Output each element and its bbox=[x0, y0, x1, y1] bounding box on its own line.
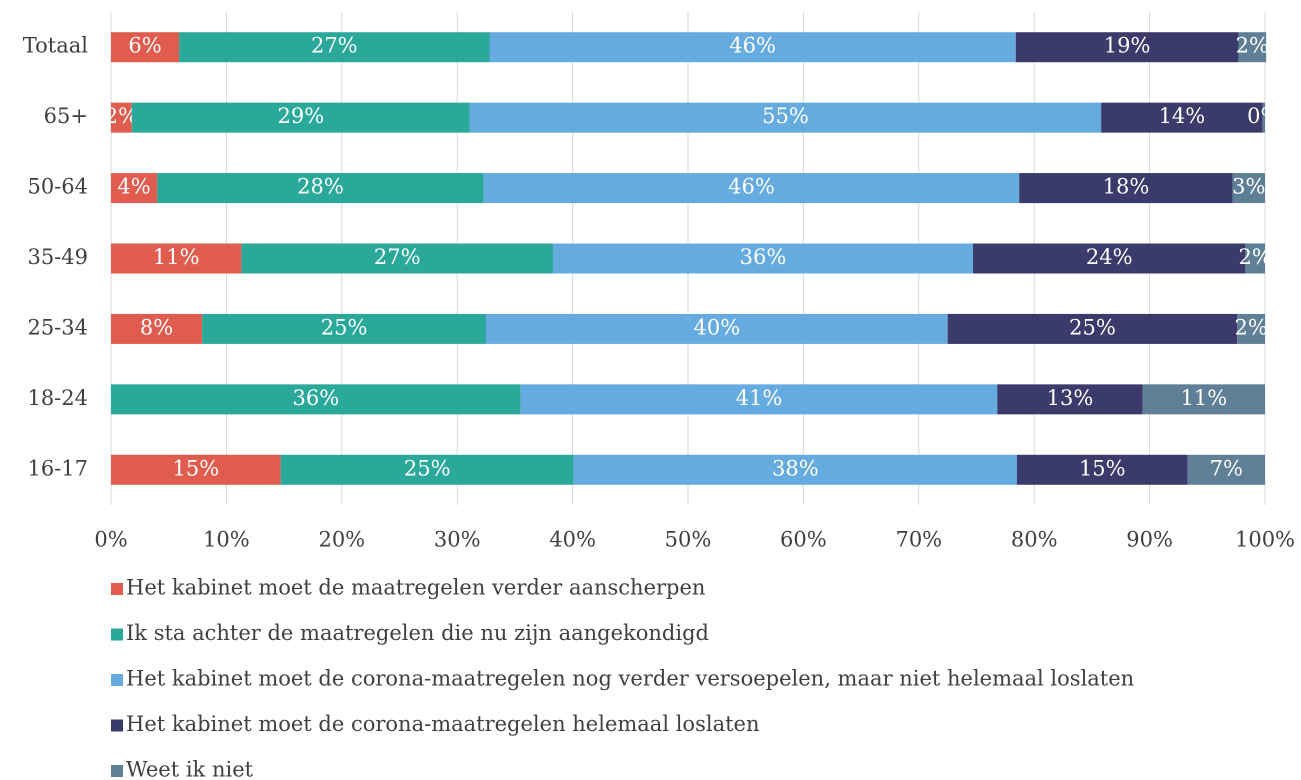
x-tick-label: 90% bbox=[1126, 528, 1173, 552]
data-label: 36% bbox=[292, 386, 339, 410]
bar-segment bbox=[1245, 243, 1265, 274]
data-label: 25% bbox=[404, 456, 451, 480]
bar-segment bbox=[973, 243, 1246, 274]
bar-segment bbox=[1238, 32, 1267, 63]
bar-segment bbox=[202, 313, 487, 344]
data-label: 28% bbox=[297, 175, 344, 199]
data-label: 27% bbox=[374, 245, 421, 269]
data-label: 15% bbox=[172, 456, 219, 480]
bar-segment bbox=[1187, 454, 1265, 485]
bar-segment bbox=[1015, 32, 1239, 63]
data-label: 15% bbox=[1079, 456, 1126, 480]
data-label: 2% bbox=[105, 104, 138, 128]
data-label: 4% bbox=[117, 175, 150, 199]
legend-label: Het kabinet moet de corona-maatregelen h… bbox=[126, 712, 759, 736]
y-tick-label: Totaal bbox=[23, 34, 88, 58]
legend-swatch bbox=[111, 674, 123, 686]
bar-segment bbox=[486, 313, 948, 344]
x-tick-label: 20% bbox=[318, 528, 365, 552]
y-tick-label: 25-34 bbox=[27, 315, 88, 339]
x-tick-label: 80% bbox=[1011, 528, 1058, 552]
bar-segment bbox=[111, 243, 242, 274]
data-label: 19% bbox=[1104, 34, 1151, 58]
data-label: 3% bbox=[1232, 175, 1265, 199]
bar-segment bbox=[947, 313, 1238, 344]
legend-label: Weet ik niet bbox=[126, 758, 254, 780]
bar-segment bbox=[241, 243, 553, 274]
x-tick-label: 50% bbox=[665, 528, 712, 552]
data-label: 2% bbox=[1234, 315, 1267, 339]
bar-segment bbox=[1262, 102, 1265, 133]
y-tick-label: 35-49 bbox=[27, 245, 88, 269]
bar-segment bbox=[111, 102, 132, 133]
bar-segment bbox=[483, 173, 1020, 204]
legend-label: Het kabinet moet de maatregelen verder a… bbox=[126, 576, 705, 600]
data-label: 7% bbox=[1210, 456, 1243, 480]
data-label: 25% bbox=[321, 315, 368, 339]
bar-segment bbox=[131, 102, 470, 133]
y-tick-label: 50-64 bbox=[27, 175, 88, 199]
data-label: 40% bbox=[694, 315, 741, 339]
bar-segment bbox=[997, 384, 1143, 415]
x-tick-label: 70% bbox=[895, 528, 942, 552]
data-label: 2% bbox=[1239, 245, 1272, 269]
data-label: 27% bbox=[311, 34, 358, 58]
legend-label: Ik sta achter de maatregelen die nu zijn… bbox=[126, 621, 709, 645]
bar-segment bbox=[280, 454, 574, 485]
bar-segment bbox=[520, 384, 998, 415]
data-label: 14% bbox=[1159, 104, 1206, 128]
bar-segment bbox=[469, 102, 1102, 133]
bar-segment bbox=[552, 243, 974, 274]
data-label: 41% bbox=[736, 386, 783, 410]
data-label: 18% bbox=[1103, 175, 1150, 199]
bar-segment bbox=[1142, 384, 1265, 415]
bar-segment bbox=[1019, 173, 1233, 204]
legend-swatch bbox=[111, 628, 123, 641]
x-tick-label: 100% bbox=[1235, 528, 1295, 552]
legend-swatch bbox=[111, 583, 123, 595]
y-tick-label: 18-24 bbox=[27, 386, 88, 410]
data-label: 36% bbox=[740, 245, 787, 269]
x-tick-label: 0% bbox=[94, 528, 127, 552]
bar-segment bbox=[111, 32, 180, 63]
bar-segment bbox=[1237, 313, 1265, 344]
data-label: 8% bbox=[140, 315, 173, 339]
bar-segment bbox=[157, 173, 484, 204]
bar-segment bbox=[489, 32, 1016, 63]
data-label: 11% bbox=[153, 245, 200, 269]
data-label: 46% bbox=[728, 175, 775, 199]
x-tick-label: 30% bbox=[434, 528, 481, 552]
data-label: 0% bbox=[1247, 104, 1280, 128]
data-label: 2% bbox=[1236, 34, 1269, 58]
x-tick-label: 10% bbox=[203, 528, 250, 552]
y-tick-label: 65+ bbox=[44, 104, 88, 128]
data-label: 38% bbox=[772, 456, 819, 480]
x-tick-label: 40% bbox=[549, 528, 596, 552]
bar-segment bbox=[111, 384, 521, 415]
bar-segment bbox=[179, 32, 490, 63]
bar-segment bbox=[1016, 454, 1188, 485]
data-label: 25% bbox=[1069, 315, 1116, 339]
bar-segment bbox=[1101, 102, 1263, 133]
bar-segment bbox=[111, 454, 281, 485]
data-label: 55% bbox=[762, 104, 809, 128]
y-tick-label: 16-17 bbox=[27, 456, 88, 480]
x-tick-label: 60% bbox=[780, 528, 827, 552]
bar-segment bbox=[1232, 173, 1265, 204]
data-label: 29% bbox=[277, 104, 324, 128]
legend-swatch bbox=[111, 719, 123, 732]
bar-segment bbox=[111, 173, 158, 204]
data-label: 24% bbox=[1086, 245, 1133, 269]
legend-label: Het kabinet moet de corona-maatregelen n… bbox=[126, 667, 1134, 691]
legend-swatch bbox=[111, 765, 123, 777]
data-label: 11% bbox=[1180, 386, 1227, 410]
bar-segment bbox=[573, 454, 1017, 485]
data-label: 6% bbox=[128, 34, 161, 58]
data-label: 13% bbox=[1047, 386, 1094, 410]
bar-segment bbox=[111, 313, 203, 344]
data-label: 46% bbox=[729, 34, 776, 58]
